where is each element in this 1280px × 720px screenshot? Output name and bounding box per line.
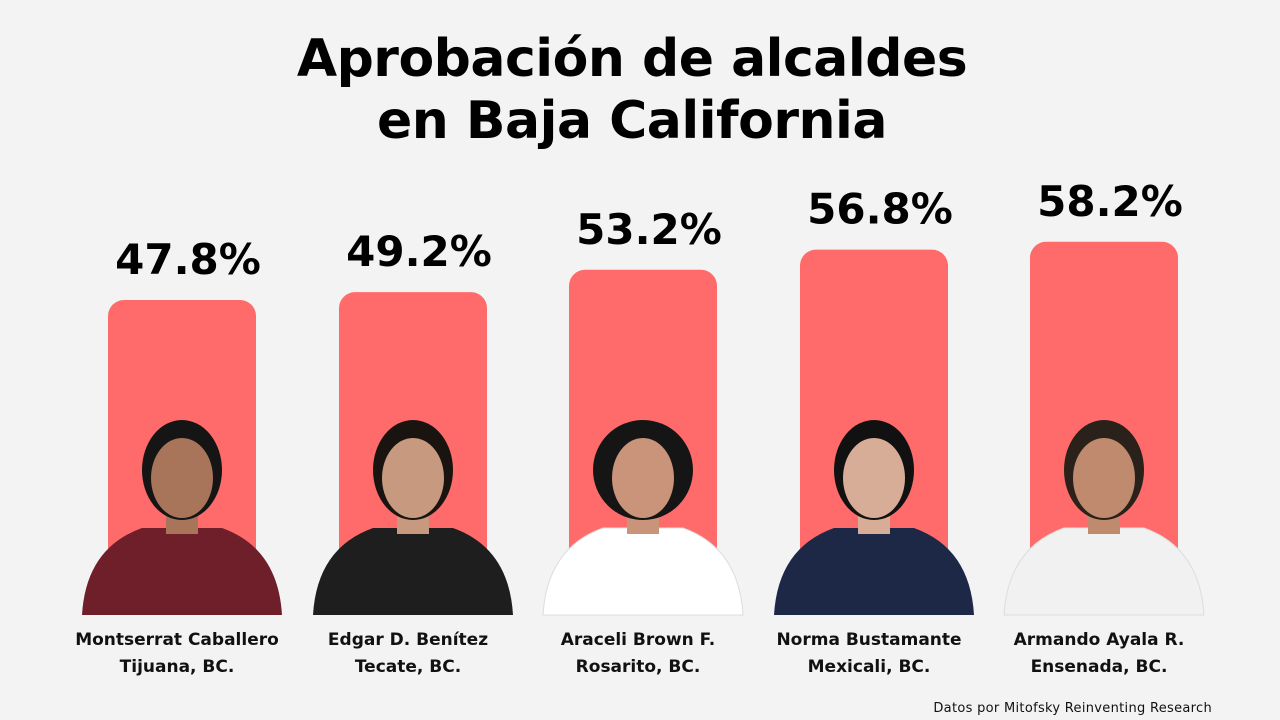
person-photo	[774, 420, 974, 615]
person-name: Armando Ayala R.	[1014, 630, 1185, 650]
person-photo	[1003, 420, 1205, 616]
bar-value-label: 47.8%	[115, 235, 261, 284]
person-photo	[542, 420, 744, 616]
person-city: Ensenada, BC.	[1031, 657, 1168, 677]
person-city: Tecate, BC.	[355, 657, 461, 677]
bar-value-label: 53.2%	[576, 205, 722, 254]
bar-value-label: 49.2%	[346, 227, 492, 276]
person-name: Araceli Brown F.	[561, 630, 716, 650]
bar-value-label: 58.2%	[1037, 177, 1183, 226]
person-city: Tijuana, BC.	[120, 657, 235, 677]
person-name: Montserrat Caballero	[75, 630, 279, 650]
person-photo	[82, 420, 282, 615]
bar-value-label: 56.8%	[807, 185, 953, 234]
source-note: Datos por Mitofsky Reinventing Research	[933, 701, 1212, 716]
person-city: Mexicali, BC.	[808, 657, 931, 677]
person-city: Rosarito, BC.	[576, 657, 701, 677]
title-line-1: Aprobación de alcaldes	[296, 29, 968, 89]
title-line-2: en Baja California	[377, 91, 887, 151]
person-photo	[313, 420, 513, 615]
person-name: Edgar D. Benítez	[328, 630, 488, 650]
person-name: Norma Bustamante	[776, 630, 961, 650]
chart-title: Aprobación de alcaldes en Baja Californi…	[0, 28, 1264, 152]
